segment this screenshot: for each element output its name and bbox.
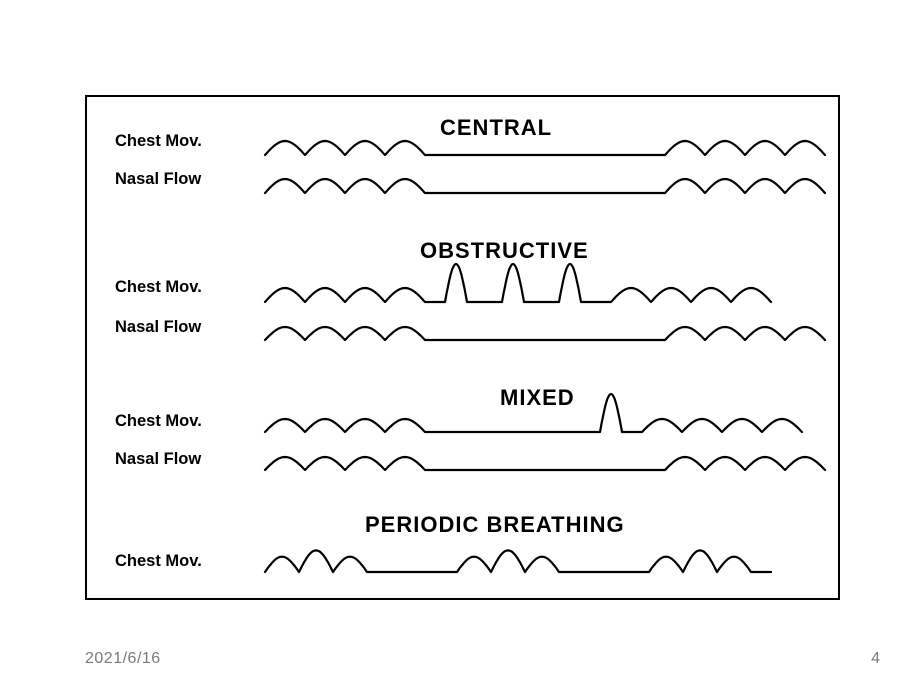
waveform-0-0 <box>265 141 825 155</box>
waveforms-svg <box>0 0 920 690</box>
waveform-2-0 <box>265 394 802 432</box>
waveform-1-1 <box>265 327 825 340</box>
waveform-0-1 <box>265 179 825 193</box>
waveform-1-0 <box>265 264 771 302</box>
waveform-3-0 <box>265 550 771 572</box>
waveform-2-1 <box>265 457 825 470</box>
